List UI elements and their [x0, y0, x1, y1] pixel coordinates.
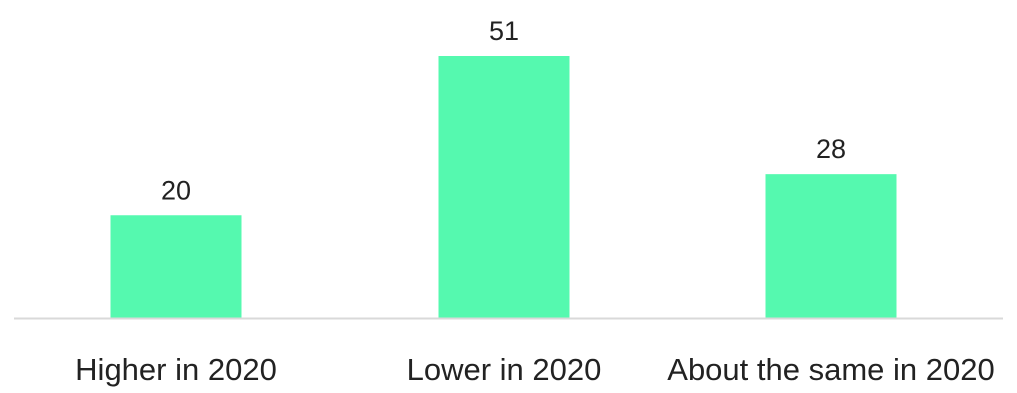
bars-group: [110, 56, 897, 318]
value-label-about-the-same-in-2020: 28: [816, 134, 846, 164]
value-label-lower-in-2020: 51: [489, 16, 519, 46]
bar-higher-in-2020: [110, 215, 242, 318]
category-label-higher-in-2020: Higher in 2020: [75, 352, 277, 387]
bar-lower-in-2020: [438, 56, 570, 318]
bar-about-the-same-in-2020: [765, 174, 897, 318]
category-labels-group: Higher in 2020 Lower in 2020 About the sam…: [75, 352, 995, 387]
category-label-lower-in-2020: Lower in 2020: [407, 352, 602, 387]
value-labels-group: 20 51 28: [161, 16, 846, 205]
category-label-about-the-same-in-2020: About the same in 2020: [667, 352, 994, 387]
value-label-higher-in-2020: 20: [161, 175, 191, 205]
